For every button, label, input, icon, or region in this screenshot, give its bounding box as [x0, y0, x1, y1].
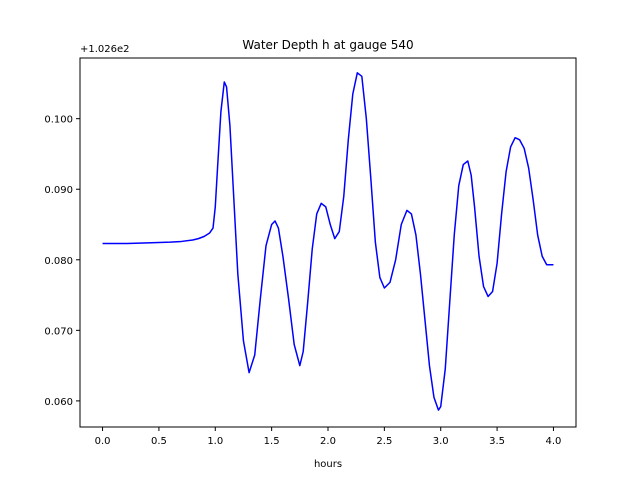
y-offset-label: +1.026e2 [80, 44, 130, 55]
x-tick-label: 3.5 [489, 436, 505, 447]
y-tick-label: 0.070 [44, 326, 73, 337]
y-tick-label: 0.100 [44, 115, 73, 126]
y-tick-label: 0.090 [44, 185, 73, 196]
x-tick-label: 3.0 [433, 436, 449, 447]
chart-title: Water Depth h at gauge 540 [242, 38, 413, 52]
y-tick-label: 0.080 [44, 256, 73, 267]
x-tick-label: 2.5 [376, 436, 392, 447]
x-tick-label: 2.0 [320, 436, 336, 447]
y-tick-label: 0.060 [44, 397, 73, 408]
plot-area: 0.0 0.5 1.0 1.5 2.0 2.5 3.0 3.5 4.0 0.060 0.070 0.0… [44, 57, 577, 447]
x-tick-label: 1.5 [264, 436, 280, 447]
x-tick-label: 1.0 [207, 436, 223, 447]
x-tick-label: 0.5 [151, 436, 167, 447]
series-line-0 [102, 72, 554, 411]
x-tick-label: 4.0 [546, 436, 562, 447]
x-axis-label: hours [314, 459, 342, 470]
x-tick-label: 0.0 [95, 436, 111, 447]
